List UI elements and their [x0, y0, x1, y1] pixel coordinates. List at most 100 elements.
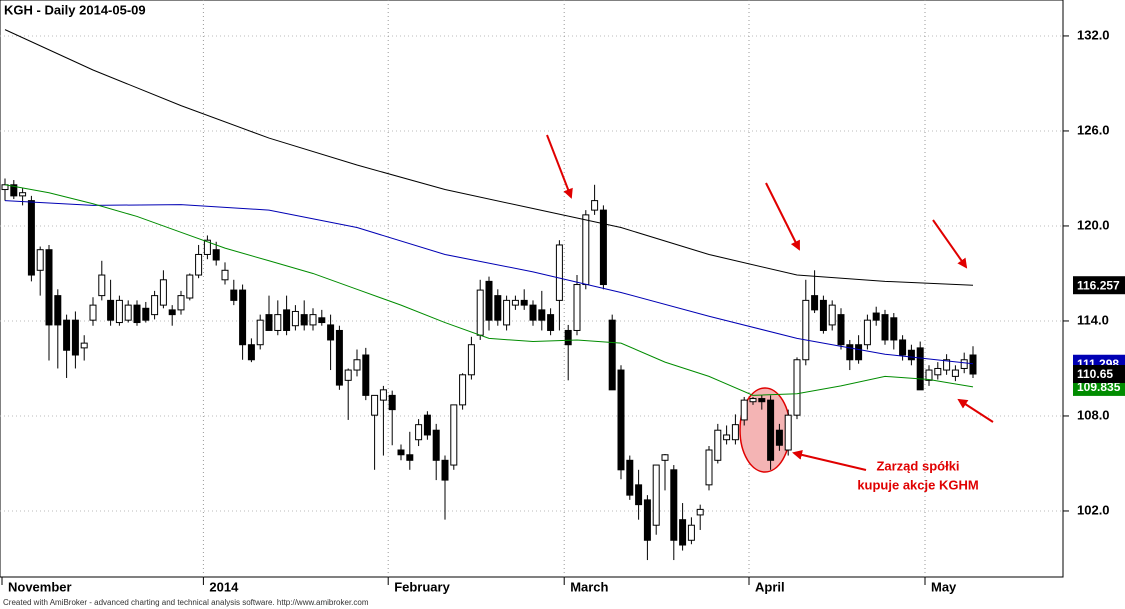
- candle-body: [819, 299, 827, 331]
- arrow: [546, 134, 573, 199]
- candle-body: [186, 274, 194, 299]
- candle-body: [71, 319, 79, 356]
- candle-body: [890, 317, 898, 341]
- candle-body: [705, 449, 713, 486]
- last-value-label: 116.257: [1077, 278, 1120, 292]
- candle-body: [36, 249, 44, 271]
- arrows: [546, 134, 994, 471]
- candle-body: [723, 434, 731, 441]
- candle-body: [283, 309, 291, 331]
- candle-body: [934, 367, 942, 376]
- candle-body: [63, 319, 71, 351]
- candle-body: [881, 314, 889, 341]
- candle-body: [80, 342, 88, 349]
- last-value-label: 110.65: [1077, 367, 1113, 381]
- candle-body: [916, 347, 924, 391]
- candle-body: [335, 329, 343, 386]
- candle-body: [432, 429, 440, 461]
- candle-body: [107, 299, 115, 321]
- candle-body: [951, 369, 959, 377]
- candle-body: [925, 369, 933, 381]
- candle-body: [256, 319, 264, 346]
- y-tick-label: 108.0: [1077, 407, 1110, 422]
- candle-body: [828, 304, 836, 326]
- plot-area: [0, 0, 1064, 578]
- candle-body: [476, 289, 484, 336]
- candle-body: [582, 214, 590, 286]
- candle-body: [467, 344, 475, 376]
- candle-body: [608, 319, 616, 391]
- candle-body: [397, 449, 405, 456]
- candle-body: [511, 299, 519, 306]
- annotation: Zarząd spółki: [876, 458, 959, 473]
- candle-body: [943, 359, 951, 371]
- candle-body: [547, 314, 555, 331]
- candle-body: [652, 464, 660, 526]
- arrow: [765, 182, 800, 251]
- x-tick-label: 2014: [209, 579, 239, 594]
- ma-line: [4, 29, 974, 286]
- candle-body: [793, 359, 801, 416]
- candle-body: [415, 424, 423, 441]
- candle-body: [142, 307, 150, 321]
- candle-body: [617, 369, 625, 471]
- candle-body: [362, 354, 370, 396]
- candle-body: [555, 244, 563, 301]
- candle-body: [265, 314, 273, 331]
- x-tick-label: March: [570, 579, 608, 594]
- candle-body: [520, 299, 528, 306]
- candle-body: [758, 398, 766, 403]
- candle-body: [133, 304, 141, 324]
- candle-body: [212, 249, 220, 261]
- candle-body: [643, 499, 651, 541]
- candle-body: [27, 200, 35, 276]
- candle-body: [10, 184, 18, 197]
- candle-body: [353, 359, 361, 371]
- candle-body: [907, 349, 915, 361]
- candle-body: [168, 309, 176, 316]
- candle-body: [503, 299, 511, 326]
- candle-body: [159, 279, 167, 306]
- y-tick-label: 120.0: [1077, 217, 1110, 232]
- candle-body: [837, 314, 845, 346]
- y-tick-label: 126.0: [1077, 122, 1110, 137]
- candle-body: [459, 374, 467, 406]
- candle-body: [485, 280, 493, 321]
- x-tick-label: November: [8, 579, 72, 594]
- candle-body: [344, 369, 352, 381]
- x-tick-label: February: [394, 579, 450, 594]
- candle-body: [423, 414, 431, 436]
- arrow: [932, 219, 968, 269]
- candle-body: [872, 312, 880, 321]
- candle-body: [811, 295, 819, 311]
- candle-body: [274, 314, 282, 331]
- candle-body: [696, 508, 704, 516]
- arrow: [957, 398, 994, 423]
- ma-line: [4, 184, 974, 396]
- candle-body: [19, 192, 27, 197]
- candle-body: [379, 389, 387, 401]
- x-tick-label: May: [931, 579, 957, 594]
- candle-body: [731, 424, 739, 441]
- candle-body: [177, 295, 185, 311]
- y-tick-label: 114.0: [1077, 312, 1109, 327]
- candle-body: [626, 459, 634, 496]
- candle-body: [749, 398, 757, 403]
- candle-body: [450, 404, 458, 466]
- candle-body: [960, 359, 968, 369]
- candle-body: [573, 284, 581, 331]
- candle-body: [599, 209, 607, 286]
- candle-body: [784, 414, 792, 451]
- candle-body: [767, 399, 775, 461]
- candle-body: [54, 295, 62, 326]
- candle-body: [388, 394, 396, 411]
- candle-body: [863, 319, 871, 346]
- last-value-box: [1073, 365, 1125, 384]
- annotation: kupuje akcje KGHM: [857, 477, 978, 492]
- candle-body: [291, 310, 299, 327]
- labels: 102.0 108.0 114.0 120.0 126.0 132.0 November 20…: [8, 27, 1125, 594]
- candle-body: [195, 253, 203, 276]
- candle-body: [115, 299, 123, 324]
- candle-body: [230, 289, 238, 301]
- last-value-label: 109.835: [1077, 380, 1121, 394]
